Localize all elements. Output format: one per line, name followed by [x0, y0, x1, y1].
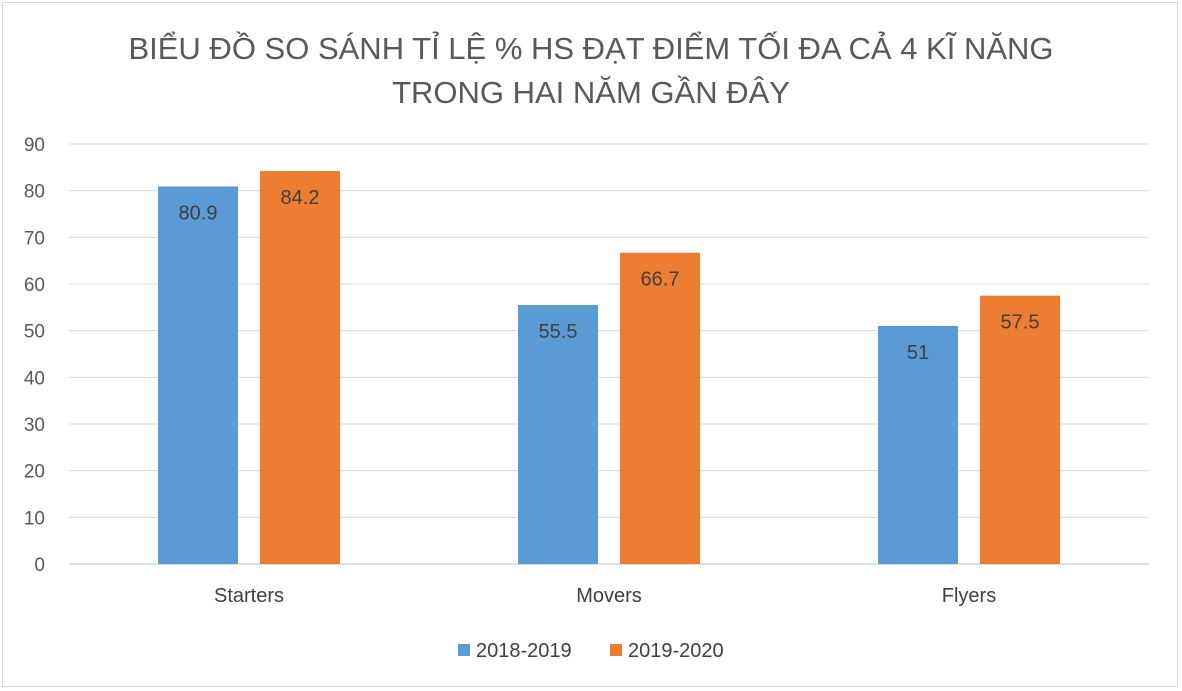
y-tick-label: 70 — [24, 228, 45, 249]
bar-2018-2019-Starters — [158, 186, 238, 564]
x-axis-category-labels: Starters Movers Flyers — [214, 585, 996, 607]
y-tick-label: 40 — [24, 368, 45, 389]
bar-2018-2019-Flyers — [878, 326, 958, 564]
legend-swatch — [458, 644, 470, 656]
data-label: 57.5 — [1001, 312, 1040, 334]
y-tick-label: 90 — [24, 135, 45, 156]
x-category-label: Movers — [576, 585, 642, 607]
legend-label: 2018-2019 — [476, 640, 572, 662]
data-label: 80.9 — [179, 202, 218, 224]
bars — [158, 171, 1060, 565]
y-tick-label: 60 — [24, 275, 45, 296]
bar-2019-2020-Movers — [620, 252, 700, 564]
chart-title-line-2: TRONG HAI NĂM GẦN ĐÂY — [392, 75, 790, 110]
data-label: 66.7 — [641, 269, 680, 291]
chart-title: BIỂU ĐỒ SO SÁNH TỈ LỆ % HS ĐẠT ĐIỂM TỐI … — [128, 30, 1053, 110]
legend: 2018-2019 2019-2020 — [458, 640, 724, 662]
legend-label: 2019-2020 — [628, 640, 724, 662]
gridlines — [69, 143, 1149, 565]
bar-2019-2020-Flyers — [980, 295, 1060, 564]
chart-title-line-1: BIỂU ĐỒ SO SÁNH TỈ LỆ % HS ĐẠT ĐIỂM TỐI … — [128, 30, 1053, 66]
data-label: 51 — [907, 342, 929, 364]
bar-2018-2019-Movers — [518, 305, 598, 564]
data-label: 84.2 — [281, 187, 320, 209]
y-tick-label: 0 — [34, 555, 45, 576]
y-tick-label: 50 — [24, 322, 45, 343]
bar-2019-2020-Starters — [260, 171, 340, 565]
data-labels: 80.9 84.2 55.5 66.7 51 57.5 — [179, 187, 1040, 364]
x-category-label: Starters — [214, 585, 284, 607]
y-tick-label: 20 — [24, 462, 45, 483]
y-tick-label: 80 — [24, 182, 45, 203]
x-category-label: Flyers — [942, 585, 996, 607]
y-tick-label: 10 — [24, 508, 45, 529]
y-axis-tick-labels: 0 10 20 30 40 50 60 70 80 90 — [24, 135, 45, 576]
bar-chart: BIỂU ĐỒ SO SÁNH TỈ LỆ % HS ĐẠT ĐIỂM TỐI … — [24, 30, 1149, 662]
data-label: 55.5 — [539, 321, 578, 343]
legend-swatch — [610, 644, 622, 656]
y-tick-label: 30 — [24, 415, 45, 436]
